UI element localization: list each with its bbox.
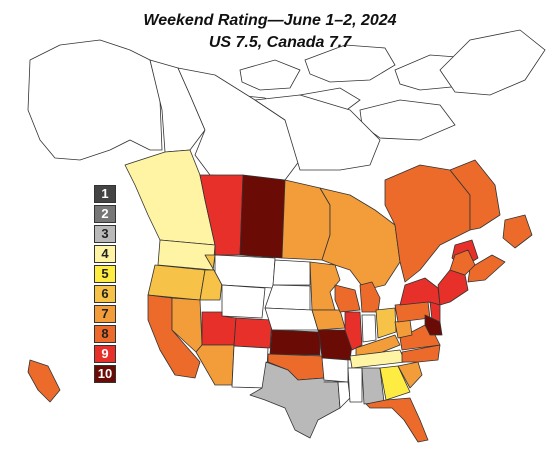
region-new-england — [437, 269, 469, 306]
region-new-york — [399, 277, 441, 306]
region-maine — [449, 249, 476, 276]
legend-item: 2 — [94, 205, 116, 223]
region-labrador — [449, 159, 501, 231]
legend-item: 4 — [94, 245, 116, 263]
legend-label: 6 — [101, 286, 109, 301]
region-montana — [214, 254, 276, 289]
region-ohio — [375, 307, 397, 339]
region-utah — [201, 311, 237, 346]
region-colorado — [233, 317, 273, 349]
region-iowa — [311, 309, 346, 331]
legend-item: 8 — [94, 325, 116, 343]
region-saskatchewan — [239, 174, 286, 259]
region-quebec — [384, 164, 471, 283]
map-subtitle: US 7.5, Canada 7.7 — [208, 34, 352, 51]
legend-label: 1 — [101, 186, 109, 201]
region-arizona — [195, 344, 235, 386]
region-arkansas — [321, 357, 349, 383]
legend-label: 3 — [101, 226, 109, 241]
region-indiana — [361, 314, 377, 343]
region-wisconsin — [334, 284, 361, 313]
legend-label: 4 — [101, 246, 109, 261]
legend-label: 5 — [101, 266, 109, 281]
region-south-dakota — [264, 284, 311, 311]
region-nebraska — [264, 307, 319, 331]
region-georgia — [379, 365, 411, 401]
legend-item: 5 — [94, 265, 116, 283]
region-michigan — [359, 281, 381, 313]
region-kentucky — [355, 334, 401, 357]
region-alaska — [27, 39, 163, 161]
region-texas — [249, 361, 341, 439]
region-west-virginia — [394, 319, 413, 339]
region-florida — [365, 397, 429, 443]
legend-item: 9 — [94, 345, 116, 363]
region-hawaii — [27, 359, 61, 403]
region-mississippi — [347, 367, 363, 403]
legend-item: 3 — [94, 225, 116, 243]
region-louisiana — [323, 381, 351, 409]
region-oregon — [147, 264, 206, 301]
legend-label: 9 — [101, 346, 109, 361]
legend-label: 10 — [97, 366, 113, 381]
region-newfoundland — [502, 214, 533, 249]
legend-item: 7 — [94, 305, 116, 323]
regions — [27, 39, 533, 443]
map-title: Weekend Rating—June 1–2, 2024 — [143, 12, 397, 29]
legend-label: 8 — [101, 326, 109, 341]
legend-item: 1 — [94, 185, 116, 203]
rating-legend: 1 2 3 4 5 6 7 8 9 10 — [94, 185, 120, 385]
region-nunavut — [254, 94, 381, 171]
legend-item: 6 — [94, 285, 116, 303]
region-south-carolina — [397, 361, 423, 389]
region-kansas — [269, 329, 321, 356]
legend-item: 10 — [94, 365, 116, 383]
legend-label: 7 — [101, 306, 109, 321]
region-nova-scotia — [467, 254, 506, 283]
region-maryland-delaware — [424, 314, 443, 336]
legend-label: 2 — [101, 206, 109, 221]
region-north-dakota — [272, 259, 311, 286]
region-wyoming — [221, 284, 266, 319]
